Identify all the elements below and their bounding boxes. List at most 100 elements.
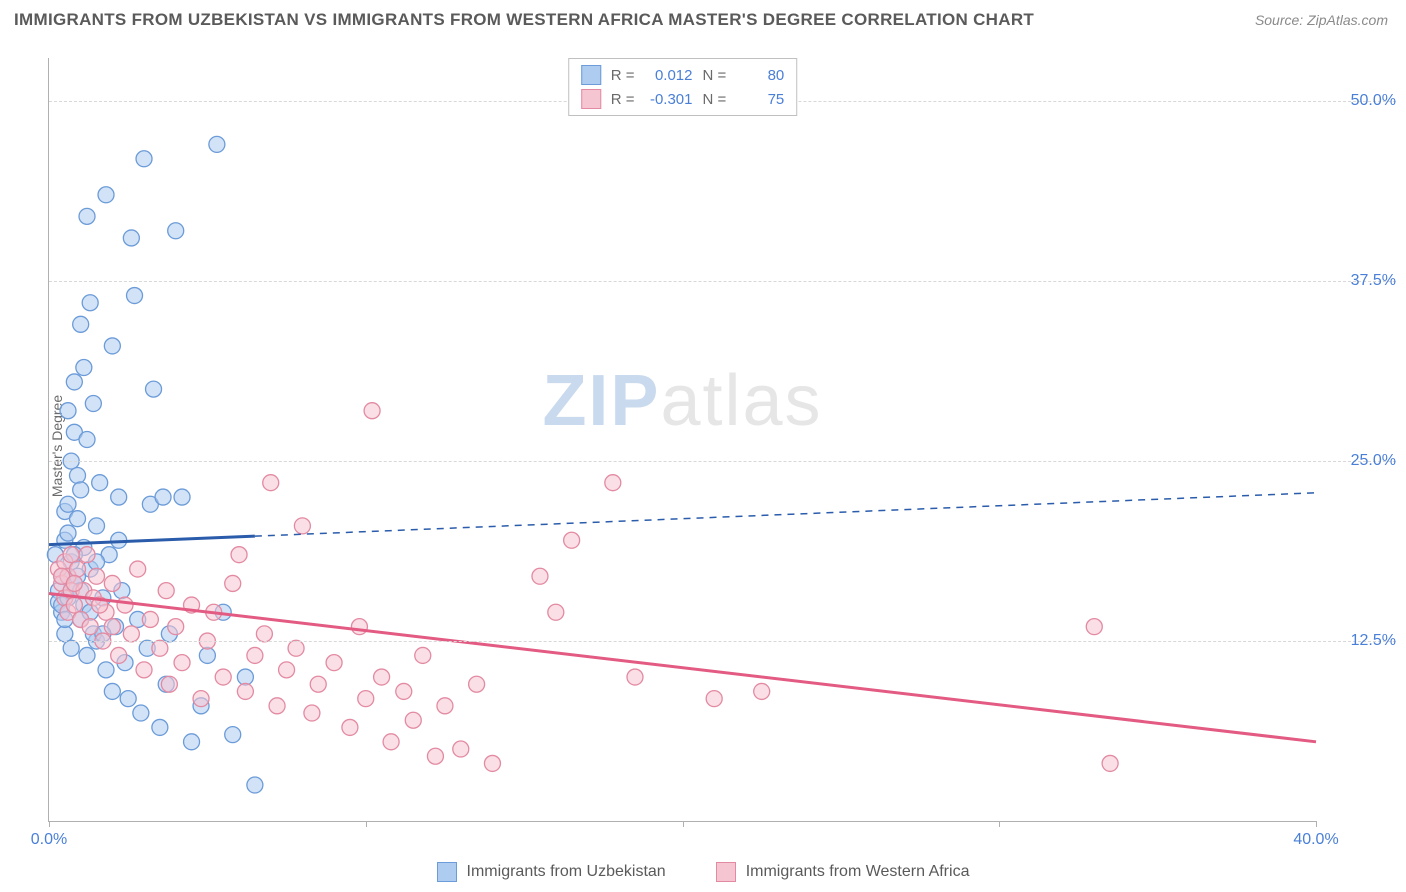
data-point: [564, 532, 580, 548]
data-point: [326, 655, 342, 671]
gridline: [49, 461, 1396, 462]
data-point: [225, 575, 241, 591]
data-point: [104, 338, 120, 354]
stats-legend: R = 0.012 N = 80 R = -0.301 N = 75: [568, 58, 798, 116]
gridline: [49, 641, 1396, 642]
data-point: [484, 755, 500, 771]
data-point: [155, 489, 171, 505]
data-point: [427, 748, 443, 764]
swatch-series-b-bottom: [716, 862, 736, 882]
data-point: [184, 734, 200, 750]
data-point: [111, 489, 127, 505]
data-point: [136, 151, 152, 167]
legend-label-b: Immigrants from Western Africa: [746, 863, 970, 881]
ytick-label: 50.0%: [1326, 92, 1396, 110]
data-point: [294, 518, 310, 534]
data-point: [66, 374, 82, 390]
data-point: [193, 691, 209, 707]
data-point: [174, 655, 190, 671]
data-point: [73, 482, 89, 498]
data-point: [754, 683, 770, 699]
xtick-mark: [366, 821, 367, 827]
data-point: [133, 705, 149, 721]
data-point: [374, 669, 390, 685]
data-point: [117, 597, 133, 613]
data-point: [605, 475, 621, 491]
data-point: [168, 223, 184, 239]
data-point: [79, 432, 95, 448]
chart-title: IMMIGRANTS FROM UZBEKISTAN VS IMMIGRANTS…: [14, 10, 1034, 30]
n-label: N =: [703, 91, 727, 108]
data-point: [247, 777, 263, 793]
data-point: [351, 619, 367, 635]
data-point: [63, 640, 79, 656]
data-point: [57, 626, 73, 642]
plot-svg: [49, 58, 1316, 821]
stats-row-a: R = 0.012 N = 80: [581, 63, 785, 87]
ytick-label: 25.0%: [1326, 452, 1396, 470]
data-point: [158, 583, 174, 599]
data-point: [89, 568, 105, 584]
data-point: [92, 475, 108, 491]
data-point: [98, 187, 114, 203]
trend-line: [49, 594, 1316, 742]
data-point: [136, 662, 152, 678]
data-point: [120, 691, 136, 707]
data-point: [548, 604, 564, 620]
data-point: [405, 712, 421, 728]
data-point: [225, 727, 241, 743]
data-point: [82, 619, 98, 635]
data-point: [70, 467, 86, 483]
chart-area: ZIPatlas R = 0.012 N = 80 R = -0.301 N =…: [48, 58, 1316, 822]
data-point: [364, 403, 380, 419]
data-point: [453, 741, 469, 757]
n-label: N =: [703, 67, 727, 84]
legend-item-b: Immigrants from Western Africa: [716, 862, 970, 882]
data-point: [111, 647, 127, 663]
data-point: [66, 575, 82, 591]
data-point: [104, 619, 120, 635]
r-label: R =: [611, 91, 635, 108]
data-point: [104, 683, 120, 699]
r-value-b: -0.301: [645, 91, 693, 108]
data-point: [60, 403, 76, 419]
xtick-mark: [683, 821, 684, 827]
data-point: [76, 360, 92, 376]
data-point: [168, 619, 184, 635]
data-point: [269, 698, 285, 714]
data-point: [263, 475, 279, 491]
data-point: [237, 683, 253, 699]
data-point: [70, 561, 86, 577]
data-point: [437, 698, 453, 714]
swatch-series-a: [581, 65, 601, 85]
n-value-a: 80: [736, 67, 784, 84]
data-point: [142, 611, 158, 627]
data-point: [209, 136, 225, 152]
data-point: [104, 575, 120, 591]
data-point: [532, 568, 548, 584]
data-point: [469, 676, 485, 692]
data-point: [279, 662, 295, 678]
data-point: [70, 511, 86, 527]
xtick-label: 40.0%: [1293, 831, 1338, 849]
data-point: [383, 734, 399, 750]
data-point: [415, 647, 431, 663]
bottom-legend: Immigrants from Uzbekistan Immigrants fr…: [0, 862, 1406, 882]
data-point: [342, 719, 358, 735]
xtick-mark: [999, 821, 1000, 827]
data-point: [66, 597, 82, 613]
data-point: [627, 669, 643, 685]
data-point: [85, 396, 101, 412]
data-point: [396, 683, 412, 699]
source-label: Source: ZipAtlas.com: [1255, 12, 1388, 28]
data-point: [174, 489, 190, 505]
n-value-b: 75: [736, 91, 784, 108]
data-point: [79, 208, 95, 224]
header: IMMIGRANTS FROM UZBEKISTAN VS IMMIGRANTS…: [0, 0, 1406, 36]
trend-line-extrapolated: [255, 493, 1316, 536]
data-point: [161, 676, 177, 692]
data-point: [79, 547, 95, 563]
data-point: [152, 640, 168, 656]
ytick-label: 12.5%: [1326, 632, 1396, 650]
data-point: [706, 691, 722, 707]
